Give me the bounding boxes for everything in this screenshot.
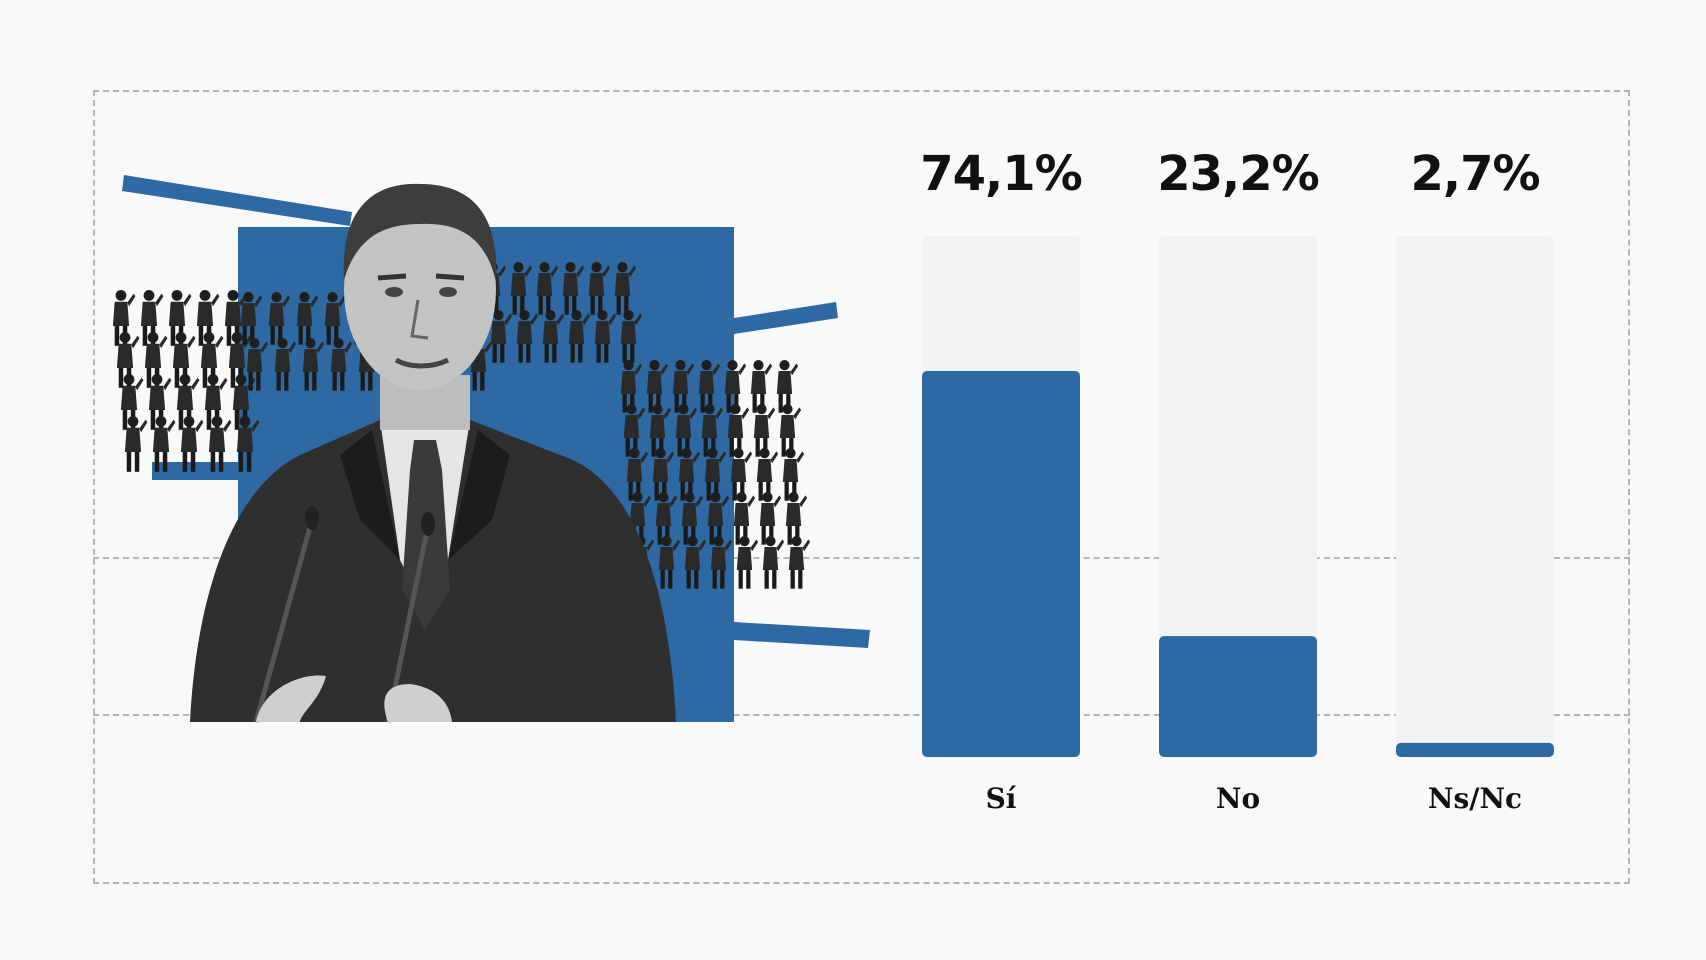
soldier-figure — [274, 338, 297, 391]
soldier-figure — [707, 492, 730, 545]
soldier-figure — [172, 332, 196, 388]
soldier-figure — [208, 416, 232, 472]
chart-frame — [93, 90, 1630, 884]
soldier-figure — [180, 416, 204, 472]
bar-s- — [922, 370, 1080, 757]
soldier-figure — [672, 360, 695, 413]
value-label-ns-nc: 2,7% — [1410, 146, 1539, 202]
soldier-figure — [152, 416, 176, 472]
soldier-figure — [324, 292, 347, 345]
category-label-ns-nc: Ns/Nc — [1428, 782, 1522, 815]
soldier-figure — [200, 332, 224, 388]
soldier-figure — [330, 338, 353, 391]
soldier-figure — [568, 310, 591, 363]
soldier-figure — [614, 262, 637, 315]
blue-stripe-right — [734, 302, 838, 334]
bar-track-ns-nc — [1396, 236, 1554, 757]
soldier-figure — [776, 360, 799, 413]
soldier-figure — [649, 404, 672, 457]
category-label-no: No — [1216, 782, 1260, 815]
soldier-figure — [536, 262, 559, 315]
soldier-figure — [124, 416, 148, 472]
soldier-figure — [730, 448, 753, 501]
soldier-figure — [542, 310, 565, 363]
soldier-figure — [704, 448, 727, 501]
politician-collage-illustration — [112, 175, 870, 723]
guide-line-lower — [93, 714, 1630, 716]
soldier-figure — [626, 448, 649, 501]
soldier-figure — [782, 448, 805, 501]
soldier-figure — [302, 338, 325, 391]
bars-group — [922, 236, 1554, 757]
soldier-figure — [296, 292, 319, 345]
soldier-figure — [678, 448, 701, 501]
soldier-figure — [710, 536, 733, 589]
bar-track-no — [1159, 236, 1317, 757]
soldier-figure — [756, 448, 779, 501]
soldier-figure — [246, 338, 269, 391]
soldier-figure — [510, 262, 533, 315]
soldier-figure — [759, 492, 782, 545]
category-labels-group: Sí No Ns/Nc — [986, 782, 1523, 815]
bar-ns-nc — [1396, 742, 1554, 757]
soldier-figure — [652, 448, 675, 501]
soldier-figure — [753, 404, 776, 457]
soldier-figure — [684, 536, 707, 589]
soldier-figure — [490, 310, 513, 363]
soldier-figure — [562, 262, 585, 315]
bar-no — [1159, 636, 1317, 757]
soldier-figure — [724, 360, 747, 413]
soldier-figure — [788, 536, 811, 589]
blue-stripe-bottom — [734, 622, 870, 648]
soldier-figure — [623, 404, 646, 457]
soldier-figure — [762, 536, 785, 589]
guide-line-upper — [93, 557, 1630, 559]
soldier-figure — [681, 492, 704, 545]
soldier-figure — [736, 536, 759, 589]
soldier-figure — [240, 292, 263, 345]
soldier-figure — [268, 292, 291, 345]
soldier-figure — [516, 310, 539, 363]
soldier-figure — [658, 536, 681, 589]
soldier-figure — [588, 262, 611, 315]
soldier-figure — [646, 360, 669, 413]
blue-stripe-top — [122, 175, 352, 226]
soldier-figure — [594, 310, 617, 363]
soldier-figure — [620, 360, 643, 413]
soldier-figure — [698, 360, 721, 413]
soldier-figure — [236, 416, 260, 472]
soldier-figure — [620, 310, 643, 363]
category-label-s-: Sí — [986, 782, 1017, 815]
soldier-figure — [701, 404, 724, 457]
blue-bar-left — [152, 462, 252, 480]
soldier-figure — [785, 492, 808, 545]
soldier-figure — [750, 360, 773, 413]
soldier-figure — [727, 404, 750, 457]
soldier-figure — [779, 404, 802, 457]
soldier-figure — [655, 492, 678, 545]
politician-figure — [190, 183, 676, 723]
value-label-s-: 74,1% — [920, 146, 1082, 202]
value-label-no: 23,2% — [1157, 146, 1319, 202]
soldier-figure — [675, 404, 698, 457]
value-labels-group: 74,1% 23,2% 2,7% — [920, 146, 1540, 202]
soldier-figure — [733, 492, 756, 545]
